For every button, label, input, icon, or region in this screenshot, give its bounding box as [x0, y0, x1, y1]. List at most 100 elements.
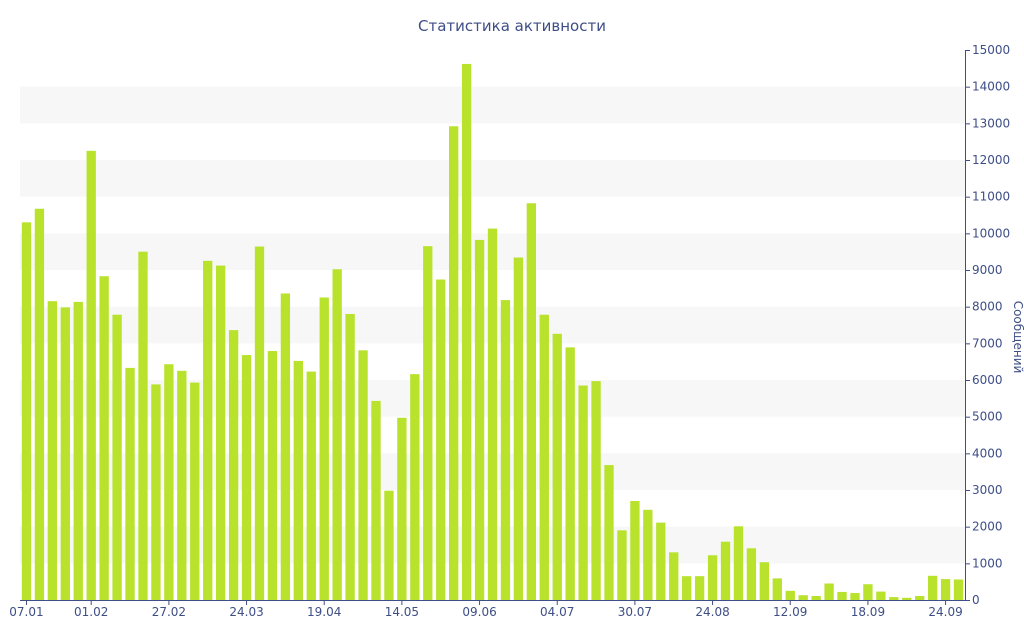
bar [293, 360, 303, 600]
y-tick-label: 3000 [972, 483, 1003, 497]
x-tick-label: 24.09 [928, 605, 962, 619]
bar [811, 595, 821, 600]
bar [746, 548, 757, 600]
bar [345, 314, 355, 600]
bar [280, 293, 291, 600]
bar [34, 208, 45, 600]
y-tick-label: 13000 [972, 116, 1010, 130]
bar [500, 300, 511, 600]
x-tick-label: 18.09 [851, 605, 885, 619]
bar [358, 350, 368, 600]
bar [669, 552, 679, 600]
y-tick-label: 4000 [972, 446, 1003, 460]
x-axis-ticks: 07.01 01.02 27.02 24.03 19.04 14.05 09.06 04.07… [9, 600, 963, 619]
bar [915, 595, 925, 600]
x-tick-label: 14.05 [385, 605, 419, 619]
bar [889, 597, 899, 600]
y-tick-label: 7000 [972, 336, 1003, 350]
y-axis-label: Сообщений [1011, 301, 1024, 374]
bar [112, 314, 122, 600]
y-tick-label: 9000 [972, 263, 1003, 277]
y-axis-ticks: 0 1000 2000 3000 4000 5000 6000 7000 8000 9000 100… [965, 43, 1010, 607]
bar [539, 314, 549, 600]
bar [332, 269, 342, 600]
bar [902, 597, 912, 600]
bar [190, 382, 200, 600]
bar [241, 355, 252, 600]
y-tick-label: 6000 [972, 373, 1003, 387]
bar [526, 203, 536, 600]
bar [397, 417, 407, 600]
bar [47, 301, 58, 600]
bar [720, 541, 731, 600]
y-tick-label: 1000 [972, 556, 1003, 570]
y-tick-label: 15000 [972, 43, 1010, 57]
bar [824, 583, 834, 600]
y-tick-label: 11000 [972, 190, 1010, 204]
bar [228, 330, 239, 600]
x-tick-label: 09.06 [462, 605, 496, 619]
y-tick-label: 5000 [972, 410, 1003, 424]
bar [423, 246, 433, 601]
bar [850, 593, 860, 600]
bar [759, 562, 770, 600]
y-tick-label: 12000 [972, 153, 1010, 167]
bar [215, 265, 226, 600]
x-tick-label: 01.02 [74, 605, 108, 619]
bar [513, 257, 524, 600]
bar [125, 367, 135, 600]
grid-band [20, 160, 965, 197]
bar [643, 509, 653, 600]
y-tick-label: 2000 [972, 520, 1003, 534]
y-tick-label: 8000 [972, 300, 1003, 314]
bar [449, 126, 459, 601]
bar [617, 530, 627, 600]
x-tick-label: 12.09 [773, 605, 807, 619]
bar [371, 400, 381, 600]
bar [203, 260, 213, 600]
x-tick-label: 04.07 [540, 605, 574, 619]
x-tick-label: 27.02 [152, 605, 186, 619]
bar [656, 522, 666, 600]
bar [798, 595, 808, 600]
bar [151, 384, 161, 600]
bar [733, 526, 744, 600]
bar [707, 555, 718, 600]
bar [410, 374, 420, 600]
bar [436, 279, 446, 600]
y-tick-label: 10000 [972, 226, 1010, 240]
bar-series [21, 63, 964, 601]
bar [138, 251, 148, 601]
bar [487, 228, 498, 600]
bar [927, 575, 938, 600]
bar [578, 385, 588, 600]
bar [267, 351, 278, 600]
bar [177, 370, 187, 600]
bar [953, 579, 964, 600]
bar [384, 490, 394, 600]
bar [21, 222, 32, 600]
bar [682, 576, 692, 600]
bar [474, 239, 485, 600]
x-tick-label: 24.08 [695, 605, 729, 619]
chart-title: Статистика активности [418, 17, 606, 35]
bar [630, 501, 640, 600]
bar [785, 590, 795, 600]
bar [319, 297, 329, 600]
bar [837, 591, 847, 600]
bar [86, 150, 96, 600]
x-tick-label: 07.01 [9, 605, 43, 619]
y-tick-label: 14000 [972, 80, 1010, 94]
bar [461, 63, 472, 601]
bar [73, 301, 83, 600]
bar [552, 333, 562, 600]
x-tick-label: 24.03 [229, 605, 263, 619]
bar [604, 465, 614, 600]
bar [306, 371, 316, 600]
bar [940, 579, 951, 600]
bar [772, 578, 782, 600]
bar [591, 381, 601, 600]
x-tick-label: 30.07 [618, 605, 652, 619]
